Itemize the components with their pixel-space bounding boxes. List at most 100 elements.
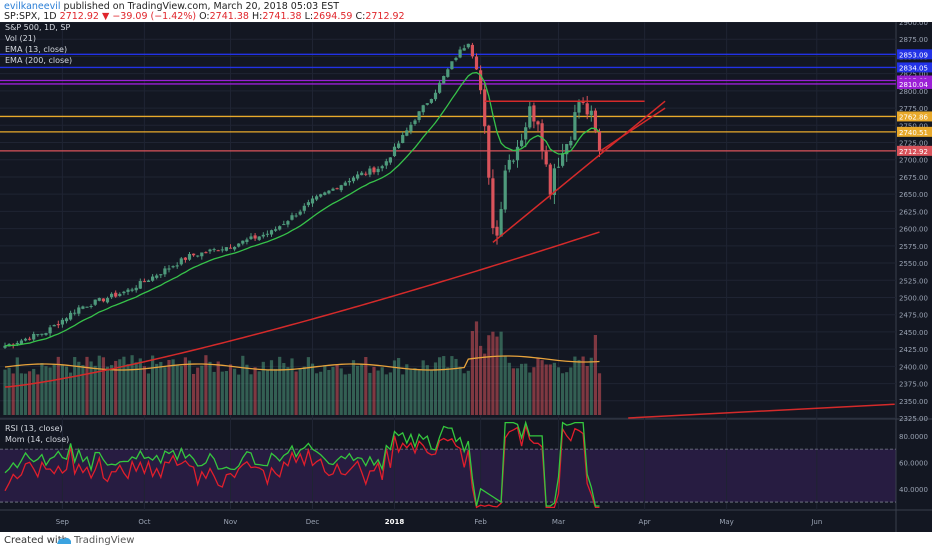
chart-header: evilkaneevil published on TradingView.co… — [0, 0, 932, 22]
volume-bar — [339, 368, 343, 415]
volume-bar — [520, 363, 524, 415]
candle-body — [19, 340, 23, 345]
volume-bar — [269, 360, 274, 415]
time-tick-label: Dec — [306, 518, 320, 526]
candle-body — [487, 125, 491, 178]
volume-bar — [93, 365, 97, 415]
volume-bar — [126, 364, 130, 415]
time-tick-label: Jun — [810, 518, 822, 526]
volume-bar — [507, 362, 511, 415]
candle-body — [134, 287, 138, 291]
volume-bar — [216, 361, 220, 415]
price-tick-label: 2425.00 — [899, 346, 928, 354]
volume-bar — [208, 361, 212, 415]
volume-bar — [392, 360, 397, 415]
volume-bar — [23, 373, 28, 415]
candle-body — [28, 338, 32, 340]
time-tick-label: Nov — [224, 518, 238, 526]
volume-bar — [401, 374, 405, 415]
volume-bar — [228, 364, 233, 415]
candle-body — [573, 112, 577, 140]
price-tick-label: 2675.00 — [899, 174, 928, 182]
volume-bar — [425, 365, 429, 415]
volume-bar — [146, 373, 151, 415]
candle-body — [532, 105, 536, 122]
candle-body — [163, 268, 167, 275]
candle-body — [146, 280, 151, 282]
volume-bar — [220, 371, 224, 415]
volume-bar — [69, 372, 73, 415]
volume-bar — [593, 335, 597, 415]
time-tick-label: Apr — [639, 518, 651, 526]
candle-body — [23, 338, 28, 341]
volume-bar — [573, 356, 577, 415]
candle-body — [491, 178, 495, 229]
candle-body — [552, 168, 556, 195]
candle-body — [179, 258, 183, 265]
legend-ema200: EMA (200, close) — [5, 56, 72, 65]
price-level-badge-label: 2740.51 — [899, 129, 928, 137]
price-tick-label: 2350.00 — [899, 398, 928, 406]
volume-bar — [384, 374, 388, 415]
volume-bar — [528, 372, 532, 415]
candle-body — [118, 293, 122, 296]
volume-bar — [290, 358, 294, 415]
volume-bar — [450, 356, 454, 415]
author-name[interactable]: evilkaneevil — [4, 1, 61, 12]
volume-bar — [323, 365, 327, 415]
candle-body — [228, 247, 233, 249]
candle-body — [64, 318, 69, 322]
volume-bar — [40, 362, 44, 415]
candle-body — [69, 312, 73, 320]
candle-body — [507, 159, 511, 170]
candle-body — [429, 98, 433, 103]
price-tick-label: 2375.00 — [899, 381, 928, 389]
last-price: 2712.92 — [59, 11, 99, 22]
volume-bar — [171, 359, 175, 415]
volume-bar — [417, 370, 421, 415]
price-tick-label: 2900.00 — [899, 22, 928, 27]
volume-bar — [589, 357, 593, 415]
price-chart[interactable]: 2900.002875.002850.002825.002800.002775.… — [0, 22, 932, 532]
tradingview-brand[interactable]: TradingView — [74, 535, 135, 546]
candle-body — [356, 174, 360, 179]
candle-body — [167, 268, 171, 270]
price-level-badge — [897, 111, 932, 122]
down-arrow-icon: ▼ — [102, 11, 110, 22]
volume-bar — [409, 369, 413, 415]
volume-bar — [483, 353, 487, 415]
price-tick-label: 2475.00 — [899, 312, 928, 320]
volume-bar — [257, 371, 261, 415]
candle-body — [151, 276, 155, 281]
candle-body — [548, 164, 552, 195]
volume-bar — [458, 366, 462, 415]
legend-mom: Mom (14, close) — [5, 435, 69, 444]
price-level-badge — [897, 49, 932, 60]
candle-body — [392, 146, 397, 157]
candle-body — [454, 57, 458, 61]
volume-bar — [495, 336, 499, 415]
time-tick-label: May — [719, 518, 733, 526]
volume-bar — [179, 366, 183, 415]
candle-body — [368, 168, 372, 175]
trendline-support — [492, 100, 666, 243]
volume-bar — [253, 367, 257, 415]
candle-body — [212, 249, 216, 251]
candle-body — [425, 103, 429, 105]
candle-body — [294, 215, 298, 217]
trendline-wedge-upper — [599, 107, 666, 153]
volume-bar — [114, 360, 118, 415]
candle-body — [155, 275, 159, 278]
price-level-badge — [897, 126, 932, 137]
volume-bar — [81, 365, 85, 415]
volume-bar — [343, 374, 347, 415]
candle-body — [438, 82, 442, 93]
volume-bar — [397, 357, 401, 415]
volume-bar — [212, 371, 216, 415]
candle-body — [138, 281, 142, 289]
legend-title: S&P 500, 1D, SP — [5, 23, 70, 32]
volume-bar — [249, 374, 253, 415]
candle-body — [220, 249, 224, 251]
footer-bar: Created with TradingView — [0, 532, 932, 550]
candle-body — [380, 166, 384, 169]
